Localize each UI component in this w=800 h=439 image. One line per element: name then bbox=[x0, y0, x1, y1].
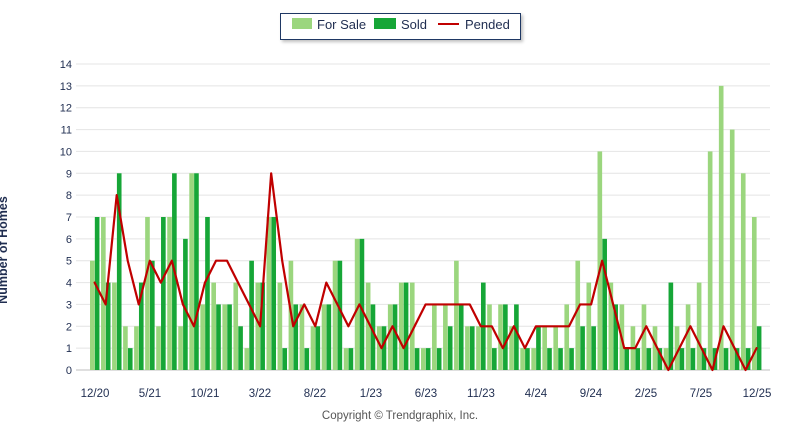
svg-text:11: 11 bbox=[61, 125, 72, 137]
svg-text:6: 6 bbox=[66, 234, 72, 246]
svg-text:9: 9 bbox=[66, 168, 72, 180]
svg-text:10: 10 bbox=[60, 146, 72, 158]
svg-text:1: 1 bbox=[66, 343, 72, 355]
svg-text:4: 4 bbox=[66, 278, 72, 290]
svg-text:12: 12 bbox=[60, 103, 72, 115]
svg-text:2: 2 bbox=[66, 321, 72, 333]
svg-text:0: 0 bbox=[66, 365, 72, 377]
svg-text:5: 5 bbox=[66, 256, 72, 268]
svg-text:13: 13 bbox=[60, 81, 72, 93]
svg-text:14: 14 bbox=[60, 59, 72, 71]
svg-text:7: 7 bbox=[66, 212, 72, 224]
svg-text:3: 3 bbox=[66, 299, 72, 311]
svg-text:8: 8 bbox=[66, 190, 72, 202]
